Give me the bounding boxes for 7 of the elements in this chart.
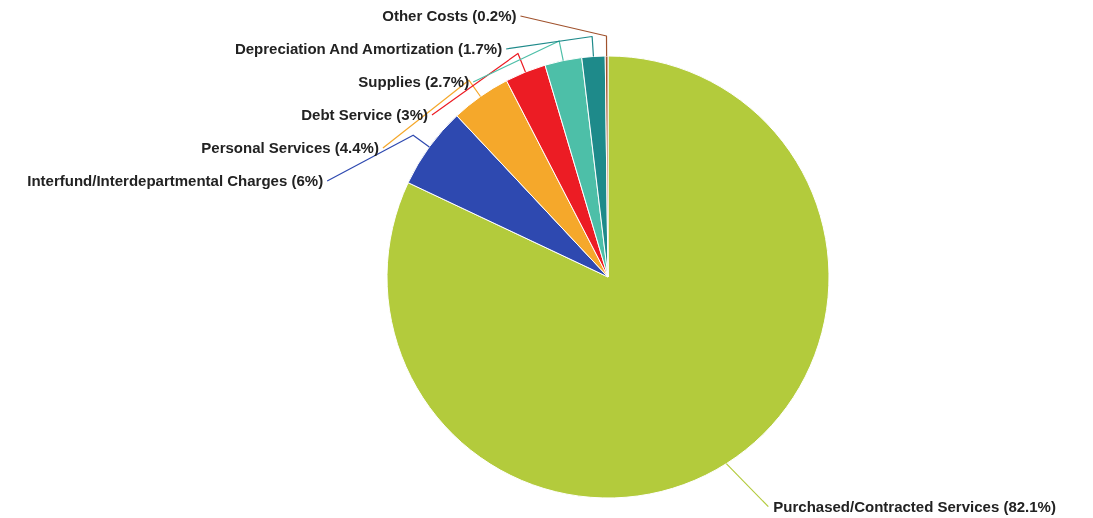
slice-label: Purchased/Contracted Services (82.1%) — [773, 497, 1056, 515]
slice-label: Debt Service (3%) — [301, 106, 428, 123]
slice-label: Interfund/Interdepartmental Charges (6%) — [27, 172, 324, 189]
slice-label: Personal Services (4.4%) — [201, 139, 379, 156]
slice-label: Depreciation And Amortization (1.7%) — [234, 40, 503, 57]
slice-label: Supplies (2.7%) — [358, 73, 470, 90]
slice-label: Other Costs (0.2%) — [382, 7, 517, 24]
